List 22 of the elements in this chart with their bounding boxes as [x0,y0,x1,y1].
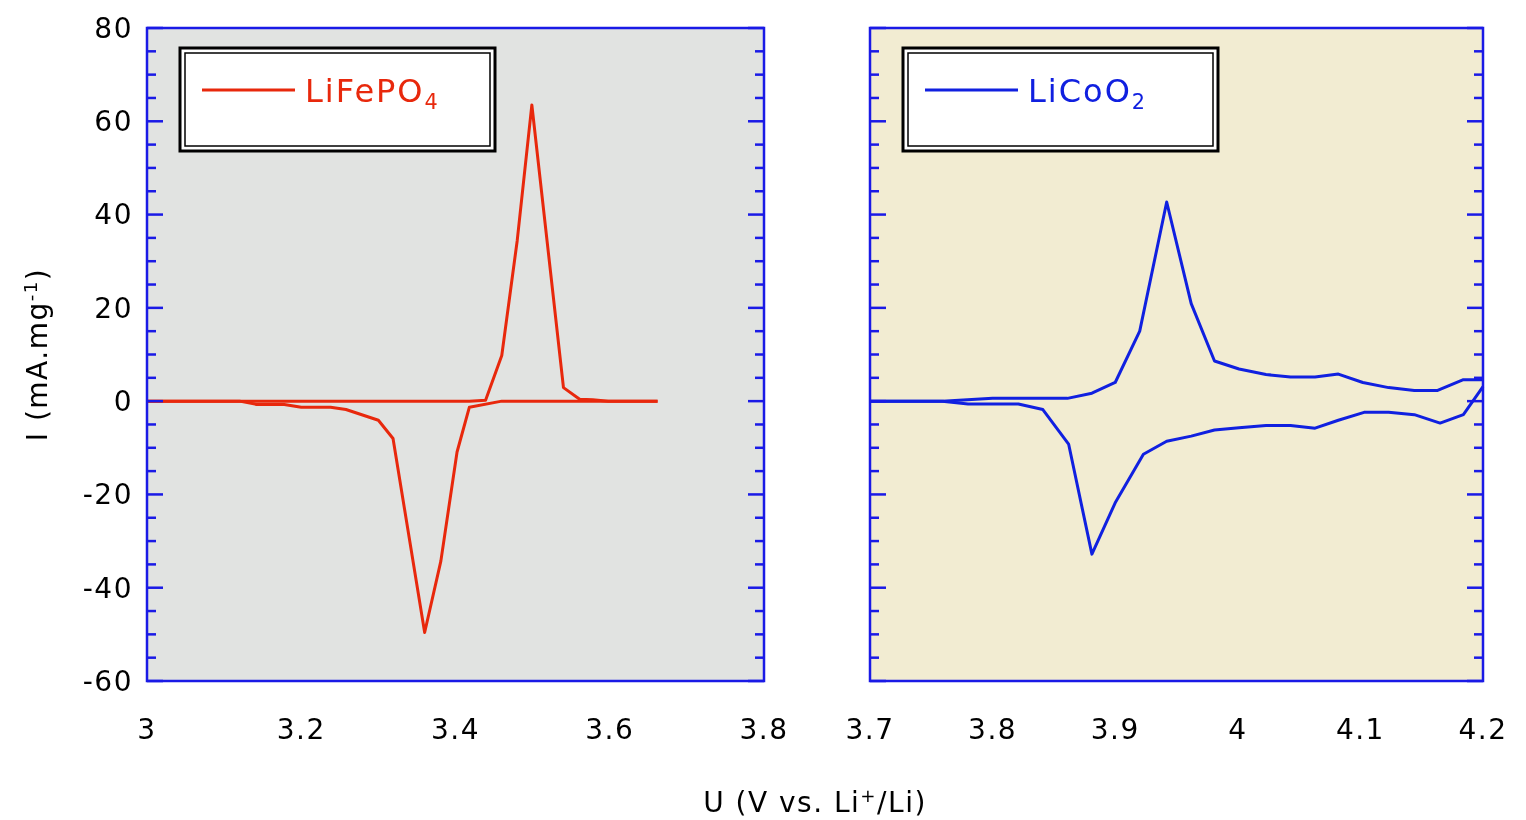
y-tick-label: 40 [94,198,133,232]
y-tick-label: 80 [94,11,133,45]
x-tick-label: 4.1 [1335,713,1385,746]
x-tick-label: 3.9 [1090,713,1140,746]
y-tick-label: 60 [94,105,133,139]
legend-label: LiCoO$_{2}$ [1028,72,1148,115]
x-tick-label: 3.4 [430,713,481,746]
x-tick-label: 4.2 [1458,713,1508,746]
x-tick-label: 3.2 [276,713,326,746]
y-tick-label: -20 [82,478,133,512]
y-tick-label: -40 [82,571,133,605]
x-tick-label: 4 [1228,713,1248,746]
x-tick-label: 3 [137,713,157,746]
x-tick-label: 3.7 [845,713,895,746]
x-axis-title: U (V vs. Li$^{+}$/Li) [703,784,927,819]
x-tick-label: 3.8 [968,713,1018,746]
legend-label: LiFePO$_{4}$ [305,72,440,115]
y-tick-label: -60 [82,664,133,698]
x-tick-label: 3.8 [739,713,789,746]
x-tick-label: 3.6 [585,713,635,746]
y-tick-label: 0 [113,384,133,418]
y-tick-label: 20 [94,291,133,325]
